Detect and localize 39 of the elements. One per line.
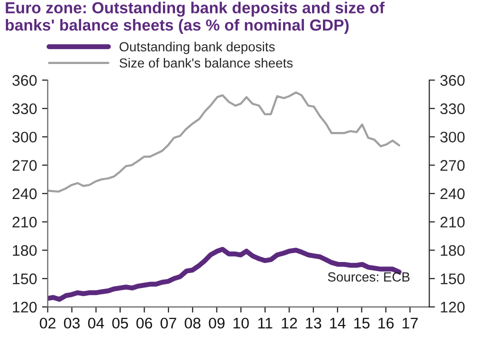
x-tick-label: 03 <box>64 318 80 329</box>
y-tick-label: 180 <box>12 245 37 256</box>
x-tick-label: 08 <box>184 318 200 329</box>
legend-label: Size of bank's balance sheets <box>120 58 293 68</box>
y-tick-label: 210 <box>12 216 37 228</box>
x-tick-label: 14 <box>330 318 346 328</box>
y2-tick-label: 120 <box>440 302 465 313</box>
x-tick-label: 13 <box>306 318 322 329</box>
x-tick-label: 09 <box>208 318 225 329</box>
x-tick-label: 06 <box>136 318 152 329</box>
y2-tick-label: 270 <box>440 160 465 171</box>
y-tick-label: 300 <box>12 132 37 143</box>
y-tick-label: 360 <box>12 75 37 86</box>
x-tick-label: 02 <box>40 318 56 329</box>
x-tick-label: 04 <box>88 318 104 329</box>
x-tick-label: 05 <box>112 318 128 329</box>
chart-title: Euro zone: Outstanding bank deposits and size of banks' balance sheets (as % of nominal GDP) <box>6 2 385 34</box>
line-series <box>48 91 400 193</box>
y-tick-label: 330 <box>12 103 37 114</box>
y2-tick-label: 300 <box>440 132 465 143</box>
y2-tick-label: 150 <box>440 273 465 284</box>
y2-tick-label: 330 <box>440 103 465 114</box>
x-tick-label: 07 <box>160 318 176 329</box>
x-tick-label: 10 <box>234 318 249 329</box>
x-tick-label: 16 <box>378 318 394 329</box>
x-tick-label: 12 <box>282 318 297 328</box>
y-tick-label: 150 <box>12 273 37 284</box>
y2-tick-label: 180 <box>440 245 465 256</box>
annotation: Sources: ECB <box>328 272 410 282</box>
x-tick-label: 15 <box>354 318 370 329</box>
y2-tick-label: 360 <box>440 75 465 86</box>
y-tick-label: 120 <box>12 302 37 313</box>
x-tick-label: 17 <box>402 318 418 328</box>
y-tick-label: 240 <box>12 188 37 200</box>
y2-tick-label: 210 <box>440 216 465 228</box>
y2-tick-label: 240 <box>440 188 465 200</box>
y-tick-label: 270 <box>12 160 37 171</box>
x-tick-label: 11 <box>258 318 272 328</box>
legend-label: Outstanding bank deposits <box>120 42 275 54</box>
